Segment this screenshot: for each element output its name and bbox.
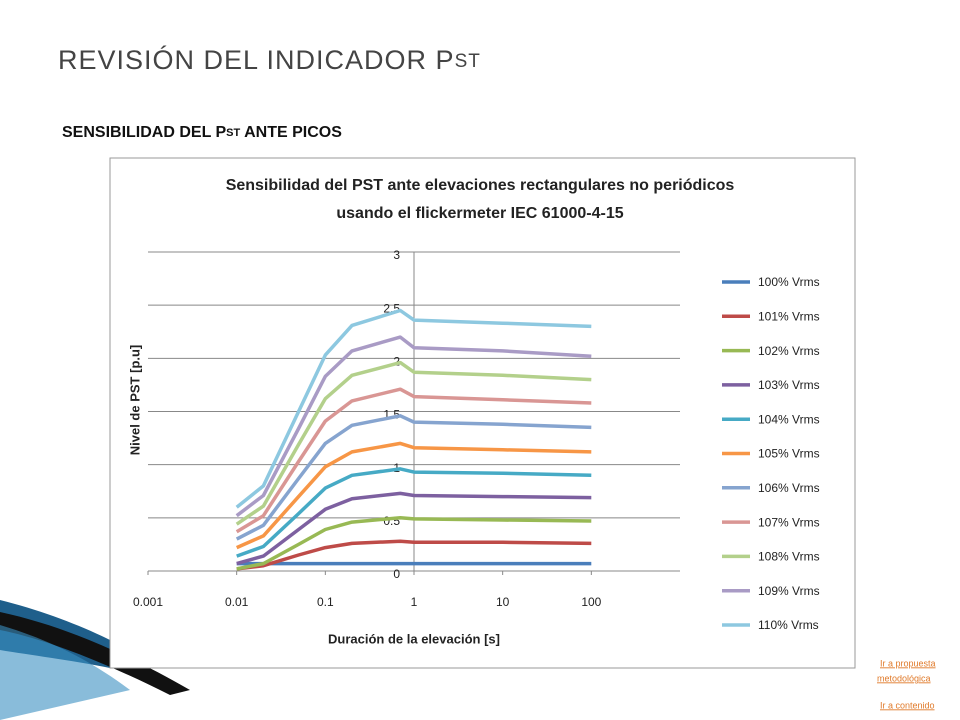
y-tick-label: 0.5 [383, 514, 400, 528]
heading-rest: ANTE PICOS [240, 124, 342, 141]
slide-title-main: REVISIÓN DEL INDICADOR P [58, 44, 455, 75]
x-tick-label: 100 [581, 595, 601, 609]
x-tick-label: 0.1 [317, 595, 334, 609]
legend-label: 103% Vrms [758, 378, 820, 392]
legend-label: 108% Vrms [758, 550, 820, 564]
series-line [235, 308, 592, 509]
series-line [236, 491, 592, 566]
heading-main: SENSIBILIDAD DEL P [62, 124, 227, 141]
chart-title: usando el flickermeter IEC 61000-4-15 [336, 205, 623, 222]
link[interactable]: metodológica [877, 673, 931, 683]
legend-label: 105% Vrms [758, 447, 820, 461]
y-axis-label: Nivel de PST [p.u] [127, 345, 142, 456]
link[interactable]: Ir a contenido [880, 700, 935, 710]
series-line [236, 516, 592, 571]
legend-label: 110% Vrms [758, 618, 819, 632]
x-tick-label: 10 [496, 595, 510, 609]
legend-label: 101% Vrms [758, 309, 820, 323]
slide-title-sub: ST [455, 51, 481, 72]
link[interactable]: Ir a propuesta [880, 658, 936, 668]
series-line [235, 335, 592, 518]
legend-label: 109% Vrms [758, 584, 820, 598]
legend-label: 100% Vrms [758, 275, 820, 289]
y-tick-label: 0 [393, 567, 400, 581]
series-line [235, 441, 592, 550]
heading: SENSIBILIDAD DEL PST ANTE PICOS [62, 124, 342, 141]
x-tick-label: 1 [411, 595, 418, 609]
chart-title: Sensibilidad del PST ante elevaciones re… [226, 177, 735, 194]
y-tick-label: 3 [393, 248, 400, 262]
series-line [235, 414, 592, 541]
slide-title: REVISIÓN DEL INDICADOR PST [58, 44, 481, 75]
x-tick-label: 0.01 [225, 595, 249, 609]
series-line [235, 360, 592, 526]
legend-label: 104% Vrms [758, 412, 820, 426]
legend-label: 106% Vrms [758, 481, 820, 495]
legend-label: 107% Vrms [758, 515, 820, 529]
legend-label: 102% Vrms [758, 344, 820, 358]
x-axis-label: Duración de la elevación [s] [328, 631, 500, 646]
series-line [235, 387, 592, 534]
y-tick-label: 2 [393, 355, 400, 369]
x-tick-label: 0.001 [133, 595, 163, 609]
decor-swoosh-dark [0, 612, 190, 695]
decor-swoosh-light [0, 625, 130, 720]
chart-frame [109, 157, 856, 669]
heading-sub: ST [226, 127, 240, 139]
series-line [236, 539, 592, 571]
series-line [236, 467, 592, 558]
